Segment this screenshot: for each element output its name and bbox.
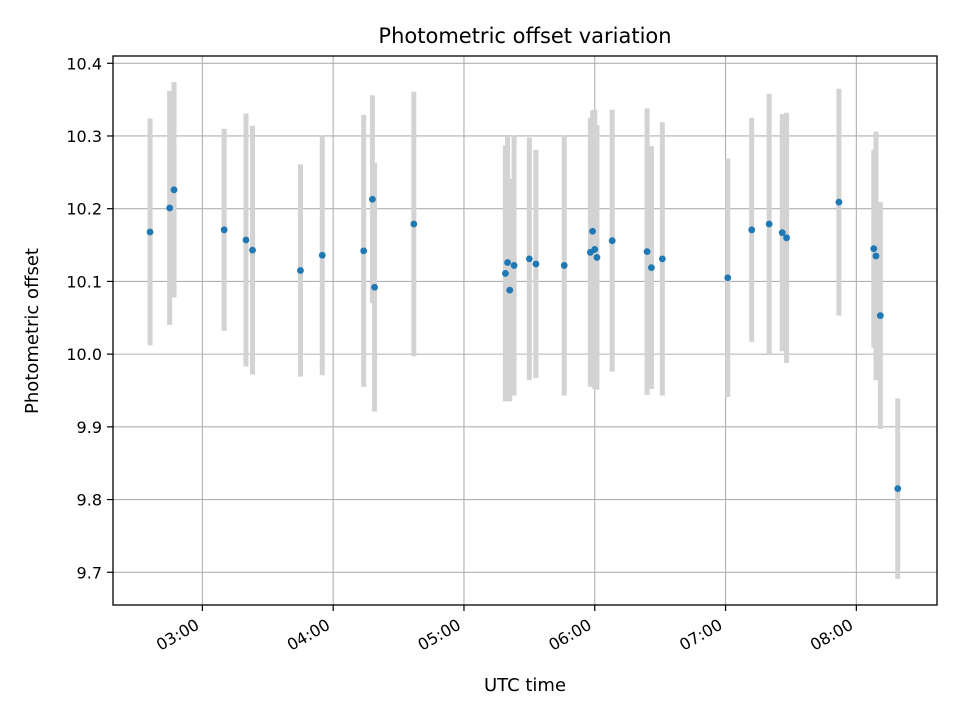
data-point <box>765 220 773 228</box>
data-point <box>170 186 178 194</box>
data-point <box>166 204 174 212</box>
data-point <box>608 237 616 245</box>
y-tick-label: 10.2 <box>66 200 102 219</box>
data-point <box>894 485 902 493</box>
y-tick-label: 10.1 <box>66 272 102 291</box>
y-tick-label: 10.3 <box>66 127 102 146</box>
data-point <box>506 286 514 294</box>
y-tick-label: 10.0 <box>66 345 102 364</box>
data-point <box>593 254 601 261</box>
data-point <box>589 227 596 235</box>
data-point <box>778 229 786 237</box>
y-tick-label: 10.4 <box>66 54 102 73</box>
x-axis-title: UTC time <box>484 675 566 696</box>
data-point <box>360 247 368 255</box>
data-point <box>249 246 256 254</box>
data-point <box>876 312 884 319</box>
data-point <box>242 236 250 244</box>
data-point <box>220 226 228 234</box>
data-point <box>369 195 376 203</box>
data-point <box>560 262 568 269</box>
plot-frame <box>112 55 938 606</box>
data-point <box>410 220 418 228</box>
data-point <box>525 255 533 263</box>
data-point <box>748 226 756 234</box>
y-tick-label: 9.8 <box>77 491 102 510</box>
data-point <box>371 283 378 291</box>
data-point <box>658 255 666 263</box>
data-point <box>783 234 790 242</box>
y-tick-label: 9.9 <box>77 418 102 437</box>
data-point <box>297 267 304 274</box>
data-point <box>835 198 843 206</box>
data-point <box>870 245 878 253</box>
data-point <box>318 251 326 259</box>
data-point <box>724 274 732 282</box>
data-point <box>146 228 154 236</box>
data-point <box>532 260 540 268</box>
data-point <box>510 262 518 269</box>
data-point <box>501 270 509 277</box>
y-tick-label: 9.7 <box>77 563 102 582</box>
data-point <box>872 252 880 260</box>
data-point <box>648 264 655 272</box>
chart-title: Photometric offset variation <box>378 24 671 48</box>
data-point <box>504 259 511 266</box>
y-axis-title: Photometric offset <box>22 248 43 414</box>
data-points <box>146 186 902 493</box>
data-point <box>591 246 599 253</box>
data-point <box>643 248 651 256</box>
